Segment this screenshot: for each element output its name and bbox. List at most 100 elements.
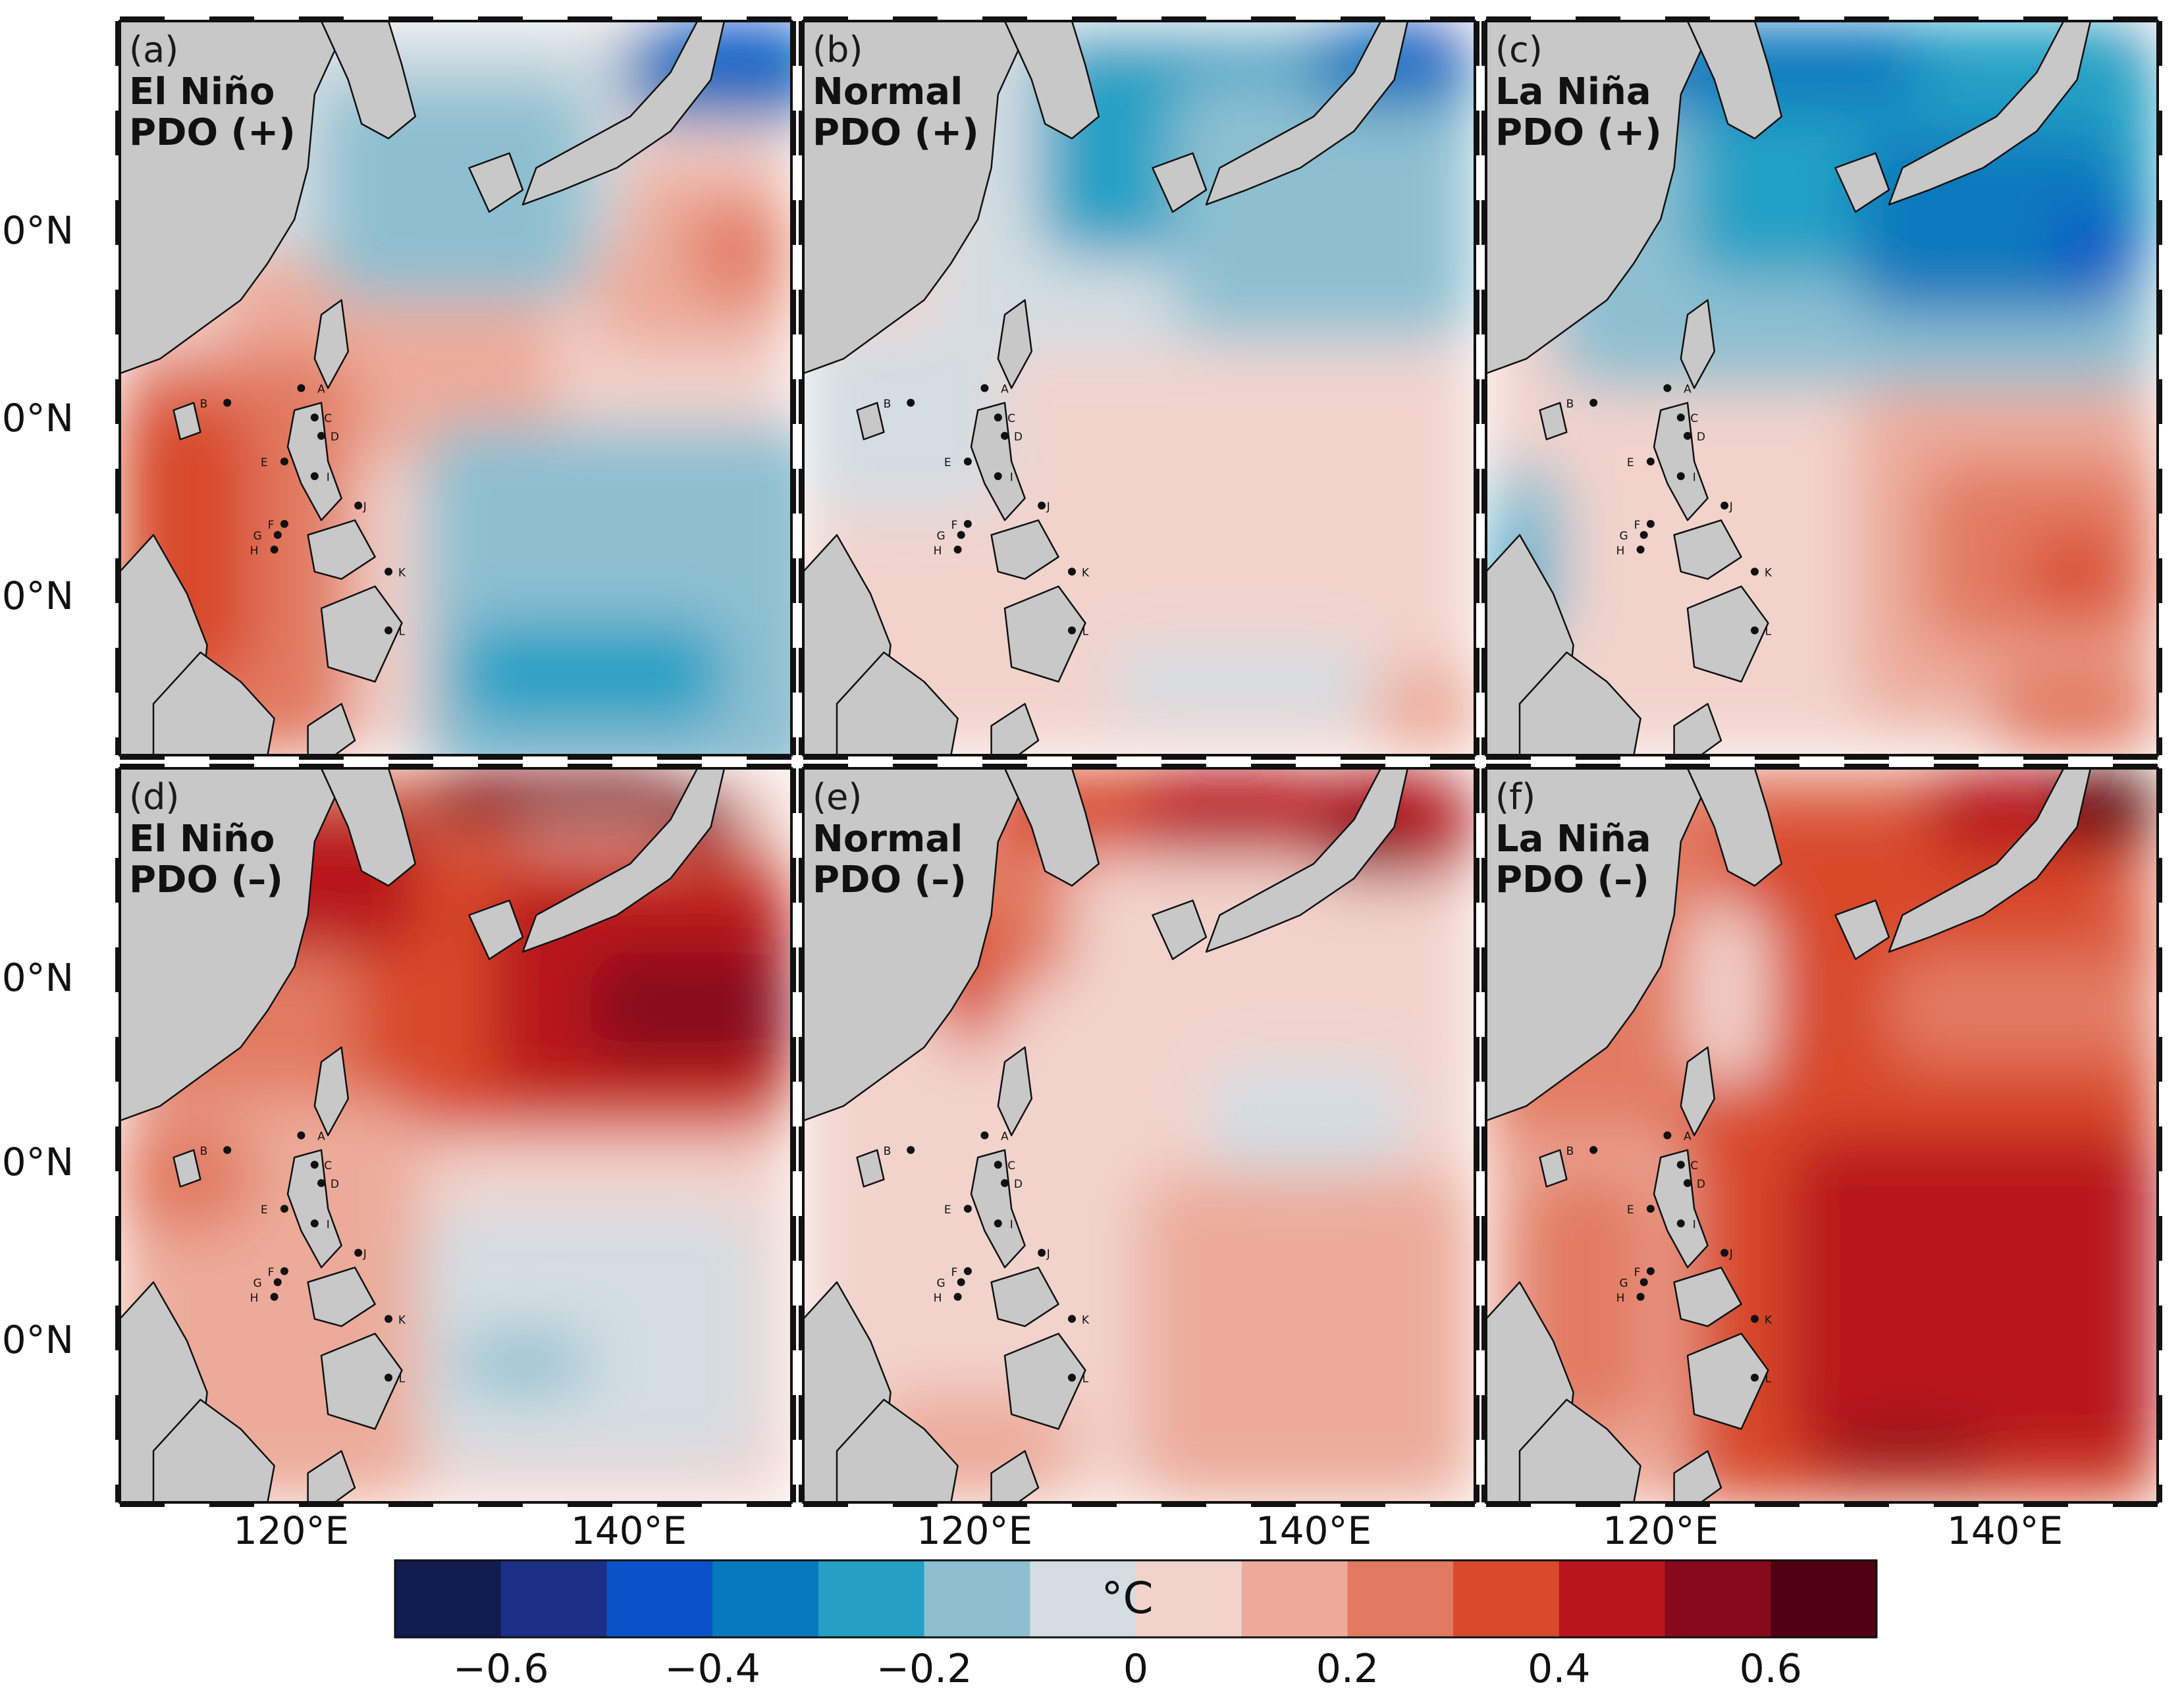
site-marker-d xyxy=(317,1178,325,1187)
panel-phase: Normal xyxy=(812,818,963,860)
frame-tick xyxy=(1475,111,1479,155)
frame-tick xyxy=(1072,16,1117,21)
frame-tick xyxy=(478,764,523,768)
frame-tick xyxy=(1161,1502,1206,1507)
site-marker-l xyxy=(385,626,392,635)
frame-tick xyxy=(1481,200,1486,245)
site-marker-l xyxy=(1068,1373,1076,1382)
frame-tick xyxy=(2023,755,2068,760)
land-visayas xyxy=(990,519,1059,580)
land-kyushu xyxy=(1152,152,1208,213)
land-hainan xyxy=(1539,402,1568,440)
map-area: A B CD E I J FGH K L xyxy=(803,768,1475,1502)
sst-anomaly-patch xyxy=(1889,951,2158,1062)
frame-tick xyxy=(791,1395,796,1440)
site-marker-i xyxy=(1676,472,1685,481)
frame-tick xyxy=(2158,737,2162,755)
lat-label-30n-top: 30°N xyxy=(0,208,74,253)
frame-tick xyxy=(1755,1502,1799,1507)
frame-tick xyxy=(657,1502,702,1507)
land-borneo xyxy=(152,1398,275,1502)
site-label-i: I xyxy=(1693,1218,1696,1231)
site-label-j: J xyxy=(363,500,367,514)
frame-tick xyxy=(791,21,796,66)
sst-anomaly-patch xyxy=(1139,1172,1475,1502)
site-label-a: A xyxy=(1684,1130,1691,1144)
frame-tick xyxy=(1481,648,1486,693)
frame-tick xyxy=(1481,1395,1486,1440)
land-visayas xyxy=(307,519,376,580)
land-korea xyxy=(320,21,417,140)
frame-tick xyxy=(1481,858,1486,903)
land-taiwan xyxy=(1680,1046,1716,1136)
site-label-b: B xyxy=(884,1145,892,1158)
site-label-h: H xyxy=(1616,544,1625,558)
frame-tick xyxy=(1481,379,1486,424)
colorbar-tick-label: −0.2 xyxy=(876,1646,972,1692)
site-label-i: I xyxy=(1693,471,1696,484)
frame-tick xyxy=(1844,755,1889,760)
frame-tick xyxy=(657,16,702,21)
sst-anomaly-patch xyxy=(2023,535,2124,608)
frame-tick xyxy=(1481,290,1486,334)
colorbar-swatch xyxy=(924,1560,1030,1637)
lon-label-120e-b: 120°E xyxy=(917,1508,1032,1553)
site-label-e: E xyxy=(944,456,951,469)
site-label-c: C xyxy=(1690,1159,1698,1173)
colorbar-frame xyxy=(394,1559,1878,1639)
frame-tick xyxy=(799,558,803,603)
panel-tag: (d) xyxy=(129,776,179,818)
panel-phase: La Niña xyxy=(1495,70,1651,113)
site-label-f: F xyxy=(1634,1266,1641,1279)
site-label-b: B xyxy=(884,398,892,411)
land-japan xyxy=(1205,21,1409,206)
frame-tick xyxy=(2023,1502,2068,1507)
frame-tick xyxy=(209,764,254,768)
frame-tick xyxy=(1481,1216,1486,1261)
panel-pdo: PDO (+) xyxy=(1495,111,1662,154)
frame-tick xyxy=(115,469,120,514)
site-marker-h xyxy=(1636,545,1645,554)
frame-tick xyxy=(299,16,344,21)
frame-tick xyxy=(1475,558,1479,603)
sst-anomaly-field xyxy=(1486,768,2158,1502)
site-label-g: G xyxy=(253,1277,262,1290)
frame-tick xyxy=(1072,1502,1117,1507)
site-label-b: B xyxy=(1566,398,1574,411)
land-visayas xyxy=(307,1266,376,1327)
frame-tick xyxy=(115,290,120,334)
frame-tick xyxy=(791,858,796,903)
site-marker-g xyxy=(1639,1278,1648,1286)
panel-pdo: PDO (–) xyxy=(812,859,967,901)
land-kyushu xyxy=(468,152,524,213)
site-marker-f xyxy=(280,519,288,528)
frame-tick xyxy=(1934,755,1979,760)
land-luzon xyxy=(286,402,342,521)
panel-phase: El Niño xyxy=(129,70,275,113)
colorbar-tick-label: 0 xyxy=(1123,1646,1148,1692)
panel-phase: El Niño xyxy=(129,818,275,860)
site-marker-e xyxy=(280,458,288,465)
frame-tick xyxy=(1576,755,1620,760)
colorbar-swatch xyxy=(1347,1560,1454,1637)
site-label-k: K xyxy=(398,566,406,579)
site-marker-g xyxy=(957,1278,965,1286)
colorbar-swatch xyxy=(606,1560,713,1637)
frame-tick xyxy=(1475,200,1479,245)
frame-tick xyxy=(209,755,254,760)
lat-label-10n-top: 10°N xyxy=(0,573,74,618)
frame-tick xyxy=(1475,1216,1479,1261)
site-label-a: A xyxy=(1001,1130,1009,1144)
land-taiwan xyxy=(313,1046,350,1136)
site-label-e: E xyxy=(944,1203,951,1217)
frame-tick xyxy=(1576,1502,1620,1507)
frame-tick xyxy=(893,1502,938,1507)
frame-tick xyxy=(1161,764,1206,768)
panel-tag: (e) xyxy=(812,776,862,818)
site-label-h: H xyxy=(934,544,942,558)
frame-tick xyxy=(1475,768,1479,813)
lat-label-10n-bottom: 10°N xyxy=(0,1317,74,1362)
frame-tick xyxy=(1475,21,1479,66)
site-label-l: L xyxy=(1765,625,1772,638)
site-marker-g xyxy=(1639,531,1648,539)
